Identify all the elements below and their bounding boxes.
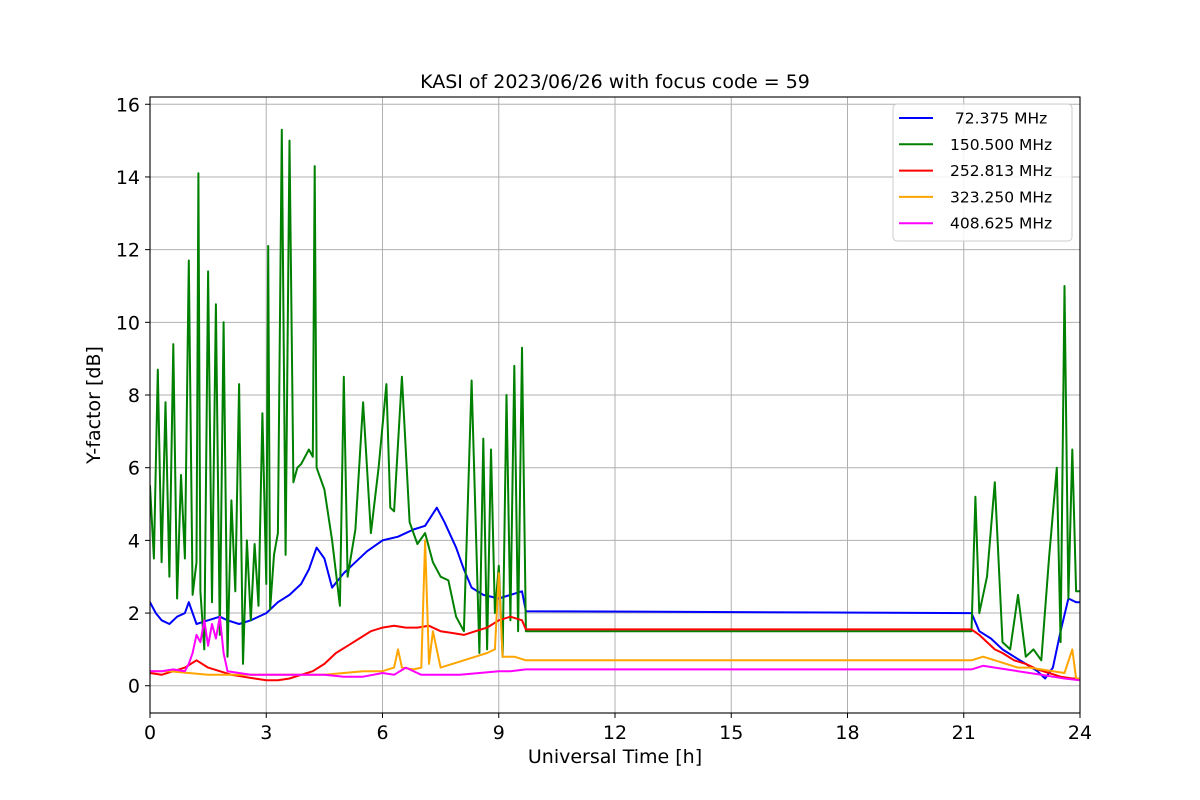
y-tick-label: 16: [116, 94, 140, 116]
series-line-0: [150, 506, 1080, 680]
x-tick-label: 6: [376, 722, 388, 744]
x-axis: 0 3 6 9 12 15 18 21 24: [144, 713, 1092, 744]
x-tick-label: 3: [260, 722, 272, 744]
x-tick-label: 18: [835, 722, 859, 744]
y-tick-label: 10: [116, 312, 140, 334]
legend-box: [892, 103, 1073, 242]
series-line-4: [150, 615, 1080, 682]
x-tick-label: 21: [952, 722, 976, 744]
x-tick-label: 15: [719, 722, 743, 744]
y-tick-label: 6: [128, 458, 140, 480]
y-tick-label: 8: [128, 385, 140, 407]
series-group: [150, 128, 1080, 682]
x-tick-label: 24: [1068, 722, 1092, 744]
y-tick-label: 4: [128, 530, 140, 552]
legend-label-0: 72.375 MHz: [950, 110, 1047, 128]
y-axis: 0 2 4 6 8 10 12 14 16: [116, 94, 150, 698]
x-axis-title: Universal Time [h]: [528, 746, 702, 768]
legend-label-2: 252.813 MHz: [950, 162, 1052, 180]
chart-title: KASI of 2023/06/26 with focus code = 59: [420, 71, 810, 93]
y-tick-label: 2: [128, 603, 140, 625]
x-tick-label: 9: [493, 722, 505, 744]
x-tick-label: 0: [144, 722, 156, 744]
y-axis-title: Y-factor [dB]: [83, 346, 105, 465]
legend: 72.375 MHz 150.500 MHz 252.813 MHz 323.250 …: [892, 103, 1073, 242]
legend-label-4: 408.625 MHz: [950, 215, 1052, 233]
y-tick-label: 0: [128, 676, 140, 698]
y-tick-label: 14: [116, 167, 140, 189]
legend-label-1: 150.500 MHz: [950, 136, 1052, 154]
series-line-1: [150, 128, 1080, 665]
legend-label-3: 323.250 MHz: [950, 188, 1052, 206]
y-tick-label: 12: [116, 240, 140, 262]
x-tick-label: 12: [603, 722, 627, 744]
